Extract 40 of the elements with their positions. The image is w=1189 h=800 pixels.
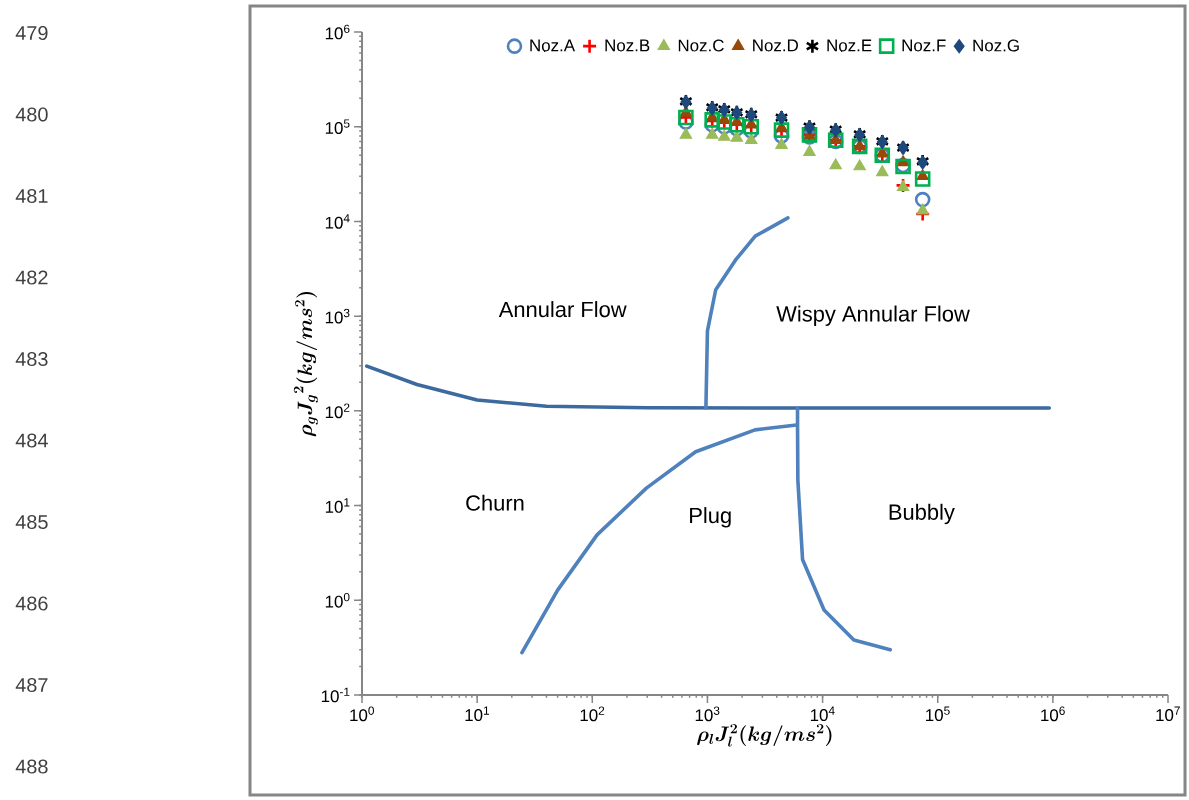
y-tick-label: 10$^{4}$ [325, 214, 350, 229]
text: 483 [15, 351, 48, 367]
y-tick-label: 10$^{5}$ [325, 119, 350, 134]
x-tick-label: 10$^{5}$ [926, 706, 950, 722]
legend-label: Noz.E [827, 39, 872, 52]
y-axis-title: $\bm{\rho_g {J_g}^2 (kg/ms^2)}$ [293, 292, 318, 437]
text: 481 [15, 188, 48, 204]
text: 488 [15, 759, 48, 774]
x-tick-label: 10$^{2}$ [580, 706, 605, 722]
y-tick-label: 10$^{1}$ [325, 498, 350, 513]
x-tick-label: 10$^{1}$ [465, 706, 490, 722]
y-tick-label: 10$^{-1}$ [321, 687, 350, 703]
annotation: Bubbly [889, 503, 955, 525]
annotation: Churn [466, 494, 524, 511]
x-tick-label: 10$^{4}$ [810, 706, 835, 722]
x-tick-label: 10$^{3}$ [695, 706, 720, 722]
legend-label: Noz.A [530, 39, 576, 52]
x-tick-label: 10$^{0}$ [350, 706, 374, 722]
x-tick-label: 10$^{7}$ [1156, 706, 1180, 722]
y-tick-label: 10$^{2}$ [325, 403, 350, 419]
x-axis-title: $\bm{\rho_l J_l^2 (kg/ms^2)}$ [697, 723, 832, 747]
text: 486 [15, 596, 48, 611]
legend-label: Noz.D [753, 39, 798, 52]
text: 484 [15, 433, 48, 448]
text: 485 [15, 514, 48, 530]
annotation: Plug [690, 507, 731, 528]
annotation: Annular Flow [498, 301, 627, 318]
y-tick-label: 10$^{0}$ [325, 592, 350, 608]
legend-label: Noz.C [678, 39, 724, 52]
x-tick-label: 10$^{6}$ [1041, 706, 1065, 722]
y-tick-label: 10$^{6}$ [325, 24, 350, 40]
legend-label: Noz.G [973, 39, 1019, 52]
text: 480 [15, 107, 48, 122]
y-tick-label: 10$^{3}$ [325, 308, 350, 324]
legend-label: Noz.B [605, 39, 650, 52]
annotation: Wispy Annular Flow [776, 305, 970, 326]
text: 479 [15, 25, 48, 41]
legend-label: Noz.F [902, 39, 946, 52]
text: 482 [15, 270, 48, 285]
text: 487 [15, 677, 48, 693]
